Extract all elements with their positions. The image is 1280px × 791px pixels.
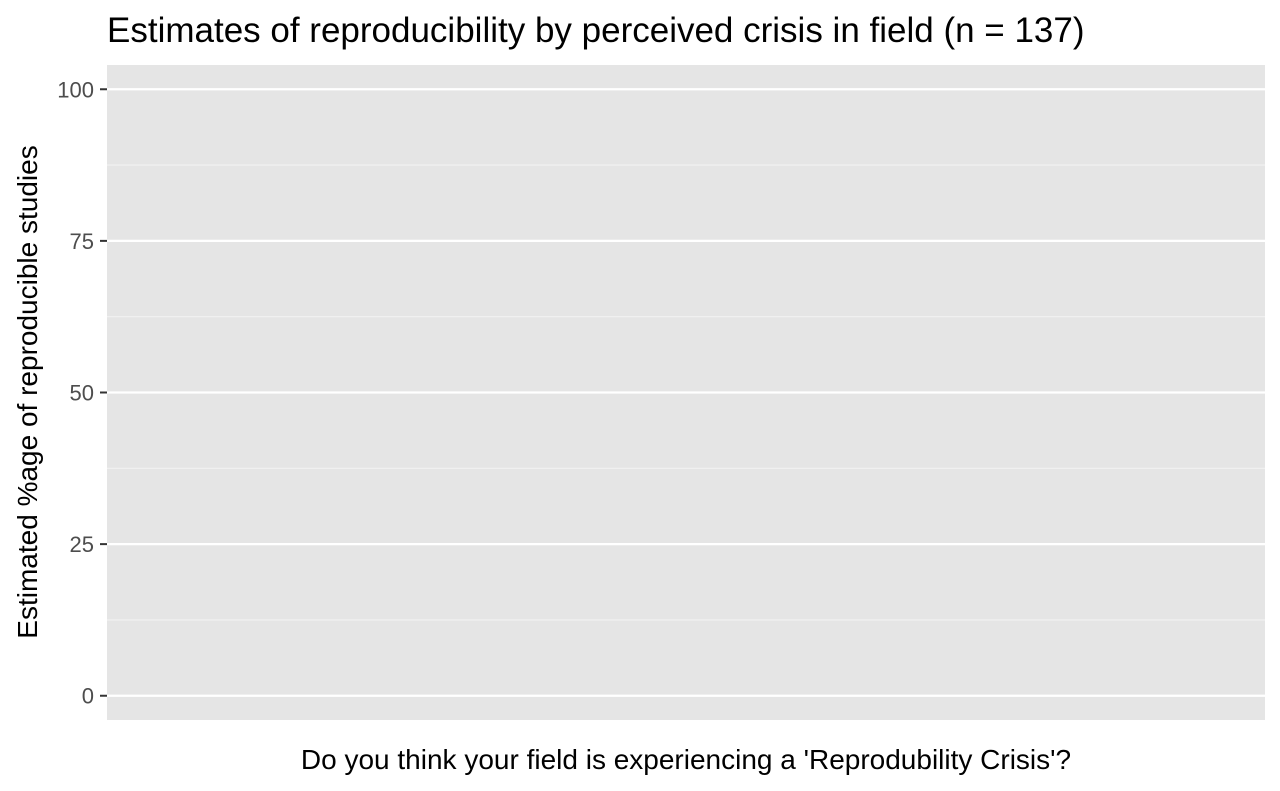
y-tick-label: 50 xyxy=(70,381,94,406)
minor-gridlines xyxy=(107,164,1265,621)
y-tick-label: 0 xyxy=(82,684,94,709)
y-axis-label: Estimated %age of reproducible studies xyxy=(12,145,43,638)
chart-title: Estimates of reproducibility by perceive… xyxy=(107,11,1085,50)
x-axis-label: Do you think your field is experiencing … xyxy=(301,744,1071,775)
y-tick-label: 75 xyxy=(70,229,94,254)
y-tick-label: 25 xyxy=(70,532,94,557)
y-tick-label: 100 xyxy=(57,77,94,102)
major-gridlines xyxy=(107,88,1265,697)
y-axis-ticks: 0 25 50 75 100 xyxy=(57,77,107,709)
